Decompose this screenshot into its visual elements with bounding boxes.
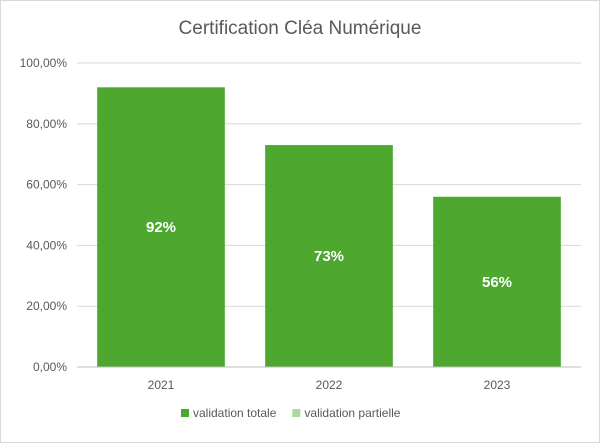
data-label-2023: 56% bbox=[482, 274, 512, 291]
bar-2023 bbox=[433, 196, 561, 367]
data-label-2021: 92% bbox=[146, 219, 176, 236]
x-tick-label-2022: 2022 bbox=[316, 378, 343, 392]
y-tick-label: 40,00% bbox=[26, 238, 67, 252]
legend-label: validation totale bbox=[193, 406, 277, 420]
y-tick-label: 60,00% bbox=[26, 178, 67, 192]
x-tick-label-2023: 2023 bbox=[484, 378, 511, 392]
y-tick-label: 80,00% bbox=[26, 117, 67, 131]
x-axis-tick-labels: 2021 2022 2023 bbox=[148, 378, 511, 392]
legend-swatch bbox=[292, 409, 301, 417]
bars: 92% 73% 56% bbox=[77, 87, 581, 368]
legend: validation totale validation partielle bbox=[181, 406, 401, 420]
legend-label: validation partielle bbox=[304, 406, 400, 420]
legend-swatch bbox=[181, 409, 189, 417]
y-tick-label: 0,00% bbox=[33, 360, 67, 374]
y-tick-label: 20,00% bbox=[26, 299, 67, 313]
chart-title: Certification Cléa Numérique bbox=[179, 18, 422, 39]
y-tick-label: 100,00% bbox=[20, 56, 68, 70]
x-tick-label-2021: 2021 bbox=[148, 378, 175, 392]
data-label-2022: 73% bbox=[314, 248, 344, 265]
bar-2022 bbox=[265, 145, 393, 367]
bar-2021 bbox=[97, 87, 225, 367]
y-axis-tick-labels: 0,00% 20,00% 40,00% 60,00% 80,00% 100,00% bbox=[20, 56, 68, 374]
